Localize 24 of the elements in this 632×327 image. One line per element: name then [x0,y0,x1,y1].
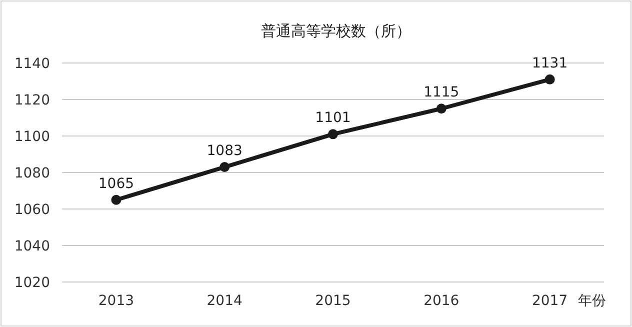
x-axis-title: 年份 [578,293,606,309]
data-label: 1101 [315,110,351,126]
chart-title: 普通高等学校数（所） [261,22,411,40]
y-tick-label: 1140 [14,56,50,72]
x-tick-label: 2015 [315,293,351,309]
data-label: 1131 [532,55,568,72]
data-label: 1115 [424,84,460,101]
y-tick-label: 1120 [14,92,50,108]
x-tick-label: 2017 [532,293,568,309]
x-tick-label: 2016 [424,293,460,309]
point [436,104,446,114]
point [544,74,555,84]
y-tick-label: 1040 [14,238,50,254]
point [220,162,230,172]
point [111,194,122,205]
y-tick-label: 1020 [14,275,50,291]
x-tick-label: 2013 [98,293,134,309]
data-label: 1065 [98,176,134,192]
y-tick-label: 1060 [14,202,50,218]
point [328,129,338,140]
x-tick-label: 2014 [206,293,242,309]
y-tick-label: 1080 [14,166,50,182]
y-tick-label: 1100 [14,129,50,145]
data-label: 1083 [206,143,242,160]
